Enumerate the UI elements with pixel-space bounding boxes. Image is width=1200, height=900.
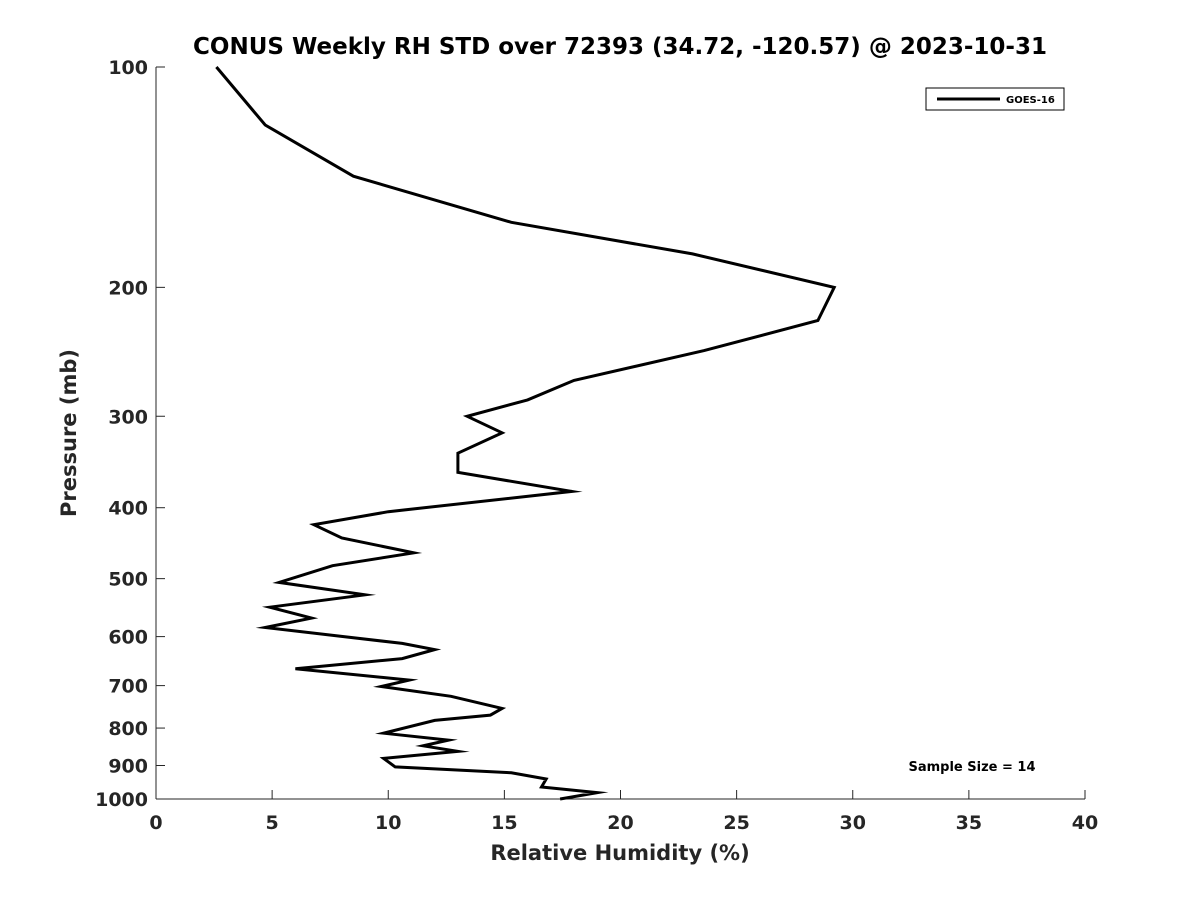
y-tick-label: 900: [108, 756, 148, 778]
axis-ticks: 0 5 10 15 20 25 30 35 40 100 200 300 400 500 600 700 800…: [95, 57, 1098, 834]
x-tick-label: 5: [266, 812, 279, 834]
y-tick-label: 200: [108, 277, 148, 299]
series-line-0: [215, 66, 837, 801]
x-tick-label: 40: [1072, 812, 1098, 834]
x-tick-label: 25: [723, 812, 749, 834]
y-tick-label: 100: [108, 57, 148, 79]
x-tick-label: 35: [956, 812, 982, 834]
sample-size-annotation: Sample Size = 14: [908, 760, 1035, 775]
x-tick-label: 30: [840, 812, 866, 834]
y-tick-label: 700: [108, 676, 148, 698]
x-tick-label: 0: [149, 812, 162, 834]
y-tick-label: 300: [108, 406, 148, 428]
legend-entry: GOES-16: [1006, 95, 1055, 106]
x-tick-label: 20: [607, 812, 633, 834]
y-tick-label: 800: [108, 718, 148, 740]
x-axis-label: Relative Humidity (%): [490, 841, 749, 865]
y-tick-label: 600: [108, 627, 148, 649]
y-tick-label: 1000: [95, 789, 148, 811]
x-tick-label: 15: [491, 812, 517, 834]
y-tick-label: 500: [108, 569, 148, 591]
chart-title: CONUS Weekly RH STD over 72393 (34.72, -…: [193, 34, 1047, 60]
y-tick-label: 400: [108, 498, 148, 520]
y-axis-label: Pressure (mb): [57, 349, 81, 517]
x-tick-label: 10: [375, 812, 401, 834]
legend: GOES-16: [925, 87, 1065, 111]
plot-area: [155, 66, 1085, 801]
